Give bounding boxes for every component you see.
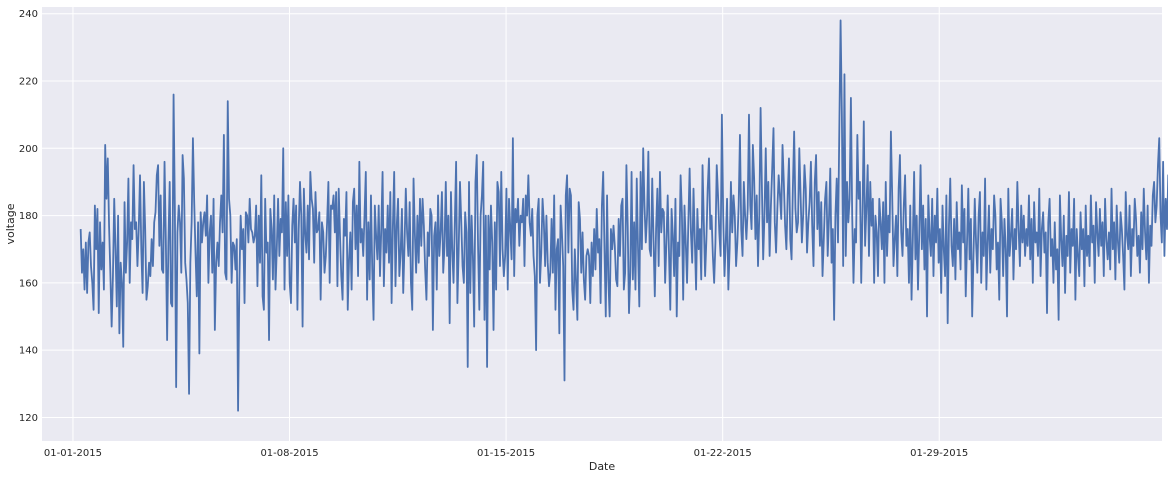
y-axis-label: voltage — [4, 203, 17, 244]
y-tick-label: 160 — [19, 278, 38, 289]
y-tick-labels: 120 140 160 180 200 220 240 — [19, 9, 38, 424]
y-tick-label: 140 — [19, 346, 38, 357]
y-tick-label: 180 — [19, 211, 38, 222]
y-tick-label: 120 — [19, 413, 38, 424]
y-tick-label: 200 — [19, 144, 38, 155]
x-tick-label: 01-29-2015 — [910, 448, 968, 459]
x-tick-label: 01-08-2015 — [260, 448, 318, 459]
y-tick-label: 240 — [19, 9, 38, 20]
x-tick-labels: 01-01-2015 01-08-2015 01-15-2015 01-22-2015… — [44, 448, 968, 459]
series-line — [79, 19, 1168, 412]
y-tick-label: 220 — [19, 77, 38, 88]
x-tick-label: 01-01-2015 — [44, 448, 102, 459]
x-tick-label: 01-22-2015 — [694, 448, 752, 459]
x-axis-label: Date — [589, 460, 616, 473]
x-tick-label: 01-15-2015 — [477, 448, 535, 459]
y-gridlines — [42, 13, 1162, 418]
